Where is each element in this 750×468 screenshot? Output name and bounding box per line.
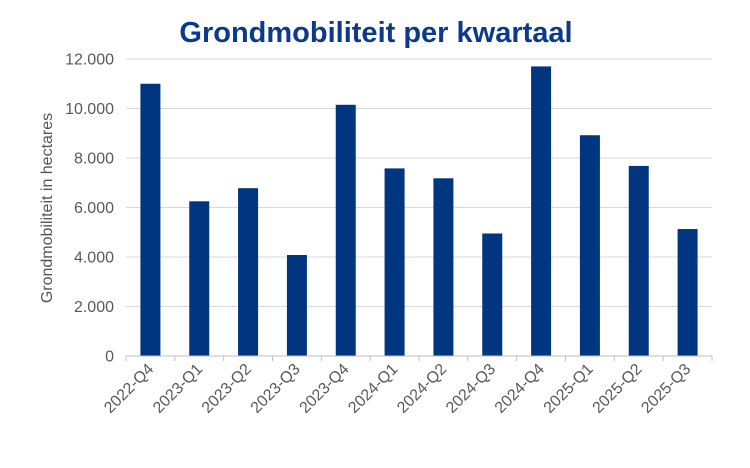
bar-2025-Q1 bbox=[579, 135, 600, 356]
x-tick-label: 2022-Q4 bbox=[101, 361, 157, 417]
bar-2025-Q2 bbox=[628, 165, 649, 356]
bar-2024-Q1 bbox=[384, 168, 405, 356]
x-tick-label: 2024-Q2 bbox=[394, 361, 450, 417]
y-axis-title: Grondmobiliteit in hectares bbox=[39, 113, 56, 303]
y-tick-label: 4.000 bbox=[74, 250, 114, 267]
y-tick-label: 6.000 bbox=[74, 200, 114, 217]
bar-2023-Q1 bbox=[189, 201, 210, 356]
x-axis bbox=[125, 355, 713, 361]
chart-title: Grondmobiliteit per kwartaal bbox=[179, 17, 572, 49]
bar-2022-Q4 bbox=[140, 83, 161, 356]
y-tick-label: 10.000 bbox=[65, 101, 114, 118]
bar-2023-Q3 bbox=[286, 255, 307, 356]
y-tick-label: 8.000 bbox=[74, 151, 114, 168]
bar-2024-Q3 bbox=[482, 233, 503, 356]
x-tick-label: 2025-Q1 bbox=[541, 361, 597, 417]
bar-2025-Q3 bbox=[677, 229, 698, 356]
x-tick-label: 2023-Q4 bbox=[297, 361, 353, 417]
x-tick-label: 2023-Q3 bbox=[248, 361, 304, 417]
x-axis-ticks: 2022-Q42023-Q12023-Q22023-Q32023-Q42024-… bbox=[101, 361, 694, 417]
x-tick-label: 2024-Q4 bbox=[492, 361, 548, 417]
bar-2023-Q2 bbox=[238, 188, 259, 356]
y-tick-label: 2.000 bbox=[74, 299, 114, 316]
bar-2023-Q4 bbox=[335, 104, 356, 356]
x-tick-label: 2023-Q1 bbox=[150, 361, 206, 417]
bar-2024-Q4 bbox=[531, 66, 552, 357]
y-axis-ticks: 0 2.000 4.000 6.000 8.000 10.000 12.000 bbox=[65, 52, 114, 366]
y-tick-label: 0 bbox=[105, 349, 114, 366]
gridlines bbox=[126, 58, 712, 307]
y-tick-label: 12.000 bbox=[65, 52, 114, 69]
x-tick-label: 2024-Q3 bbox=[443, 361, 499, 417]
bar-2024-Q2 bbox=[433, 178, 454, 356]
x-tick-label: 2024-Q1 bbox=[345, 361, 401, 417]
x-tick-label: 2025-Q3 bbox=[638, 361, 694, 417]
x-tick-label: 2023-Q2 bbox=[199, 361, 255, 417]
x-tick-label: 2025-Q2 bbox=[590, 361, 646, 417]
bars bbox=[140, 66, 698, 357]
